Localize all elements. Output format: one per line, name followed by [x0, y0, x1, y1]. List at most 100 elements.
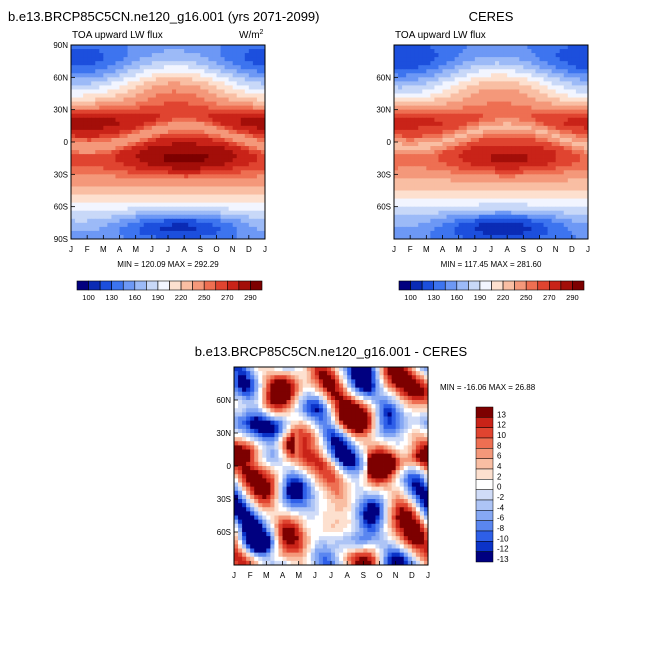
heatmap-cell — [192, 226, 197, 232]
heatmap-cell — [406, 170, 411, 175]
heatmap-cell — [176, 101, 181, 107]
heatmap-cell — [83, 142, 88, 147]
heatmap-cell — [216, 105, 221, 111]
heatmap-cell — [135, 129, 141, 135]
heatmap-cell — [399, 379, 405, 384]
heatmap-cell — [111, 214, 116, 220]
heatmap-cell — [147, 194, 153, 199]
heatmap-cell — [159, 218, 165, 224]
heatmap-cell — [310, 375, 316, 380]
heatmap-cell — [507, 234, 512, 240]
heatmap-cell — [79, 117, 84, 123]
heatmap-cell — [575, 166, 581, 171]
heatmap-cell — [495, 182, 500, 187]
heatmap-cell — [450, 89, 456, 94]
heatmap-cell — [135, 234, 141, 240]
heatmap-cell — [131, 198, 137, 204]
heatmap-cell — [434, 137, 439, 143]
heatmap-cell — [240, 69, 246, 74]
panel-model-stats: MIN = 120.09 MAX = 292.29 — [117, 260, 219, 269]
heatmap-cell — [163, 77, 169, 82]
heatmap-cell — [450, 129, 456, 135]
heatmap-cell — [458, 234, 464, 240]
heatmap-cell — [212, 113, 217, 119]
heatmap-cell — [527, 101, 532, 107]
heatmap-cell — [192, 129, 197, 135]
heatmap-cell — [559, 154, 565, 159]
heatmap-cell — [495, 85, 500, 90]
heatmap-cell — [143, 85, 149, 90]
heatmap-cell — [491, 202, 496, 208]
heatmap-cell — [486, 85, 492, 90]
heatmap-cell — [515, 194, 520, 199]
heatmap-cell — [238, 379, 243, 384]
heatmap-cell — [155, 154, 161, 159]
heatmap-cell — [310, 379, 316, 384]
heatmap-cell — [290, 371, 296, 376]
heatmap-cell — [99, 93, 104, 98]
heatmap-cell — [406, 133, 411, 139]
heatmap-cell — [208, 166, 213, 171]
heatmap-cell — [91, 174, 96, 179]
heatmap-cell — [232, 234, 238, 240]
heatmap-cell — [583, 121, 589, 127]
heatmap-cell — [123, 77, 128, 82]
heatmap-cell — [555, 113, 561, 119]
heatmap-cell — [168, 77, 173, 82]
heatmap-cell — [184, 113, 189, 119]
heatmap-cell — [491, 101, 496, 107]
heatmap-cell — [563, 162, 569, 167]
heatmap-cell — [87, 125, 92, 131]
heatmap-cell — [567, 89, 573, 94]
heatmap-cell — [244, 234, 250, 240]
heatmap-cell — [335, 379, 340, 384]
heatmap-cell — [434, 182, 439, 187]
heatmap-cell — [430, 214, 435, 220]
heatmap-cell — [531, 77, 536, 82]
heatmap-cell — [503, 85, 508, 90]
heatmap-cell — [216, 218, 221, 224]
heatmap-cell — [155, 158, 161, 163]
heatmap-cell — [559, 65, 565, 70]
heatmap-cell — [446, 194, 451, 199]
heatmap-cell — [434, 109, 439, 115]
heatmap-cell — [79, 85, 84, 90]
heatmap-cell — [115, 85, 120, 90]
heatmap-cell — [434, 230, 439, 236]
heatmap-cell — [216, 174, 221, 179]
heatmap-cell — [491, 170, 496, 175]
heatmap-cell — [250, 387, 255, 393]
heatmap-cell — [547, 133, 553, 139]
heatmap-cell — [71, 93, 76, 98]
heatmap-cell — [547, 174, 553, 179]
heatmap-cell — [232, 210, 238, 216]
heatmap-cell — [430, 210, 435, 216]
heatmap-cell — [204, 117, 209, 123]
heatmap-cell — [422, 162, 427, 167]
heatmap-cell — [99, 198, 104, 204]
heatmap-cell — [402, 105, 407, 111]
heatmap-cell — [159, 202, 165, 208]
heatmap-cell — [248, 158, 254, 163]
heatmap-cell — [87, 105, 92, 111]
heatmap-cell — [495, 206, 500, 212]
colorbar-label: 270 — [221, 293, 234, 302]
heatmap-cell — [302, 383, 308, 389]
heatmap-cell — [478, 186, 484, 191]
heatmap-cell — [394, 45, 399, 50]
heatmap-cell — [410, 222, 415, 228]
heatmap-cell — [147, 89, 153, 94]
heatmap-cell — [414, 133, 419, 139]
heatmap-cell — [519, 49, 524, 54]
heatmap-cell — [240, 170, 246, 175]
heatmap-cell — [398, 81, 403, 86]
heatmap-cell — [426, 226, 431, 232]
heatmap-cell — [470, 190, 476, 195]
heatmap-cell — [306, 367, 312, 372]
heatmap-cell — [426, 65, 431, 70]
heatmap-cell — [192, 218, 197, 224]
heatmap-cell — [208, 137, 213, 143]
colorbar-swatch — [456, 280, 469, 291]
heatmap-cell — [403, 367, 409, 372]
heatmap-cell — [192, 97, 197, 102]
